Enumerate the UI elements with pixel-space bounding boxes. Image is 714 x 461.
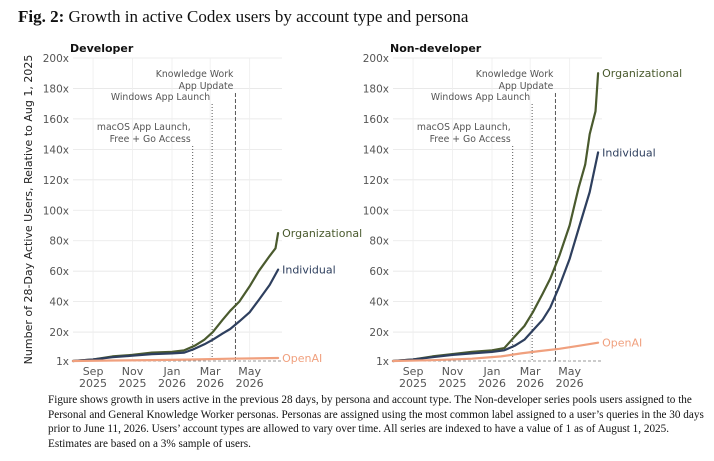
figure-label: Fig. 2: xyxy=(18,7,65,26)
non-developer-x-tick-label: 2026 xyxy=(516,377,544,390)
developer-x-tick-label: 2026 xyxy=(236,377,264,390)
non-developer-series-organizational-line xyxy=(391,72,600,363)
developer-event-label: Knowledge Work xyxy=(156,69,234,80)
non-developer-event-label: Windows App Launch xyxy=(431,92,530,103)
developer-y-tick-label: 180x xyxy=(43,83,69,95)
developer-x-tick-label: Sep xyxy=(83,365,104,378)
non-developer-y-tick-label: 1x xyxy=(376,356,389,368)
developer-series-openai-label: OpenAI xyxy=(282,352,322,365)
non-developer-x-tick-label: 2025 xyxy=(399,377,427,390)
developer-event-label: macOS App Launch, xyxy=(97,122,191,133)
figure-title-text: Growth in active Codex users by account … xyxy=(68,7,469,26)
developer-panel-title: Developer xyxy=(70,42,134,55)
developer-event-label: Free + Go Access xyxy=(110,134,191,145)
developer-series-individual-line xyxy=(71,268,280,363)
non-developer-panel-title: Non-developer xyxy=(390,42,482,55)
developer-x-tick-label: 2026 xyxy=(158,377,186,390)
developer-series-individual-label: Individual xyxy=(282,264,336,277)
non-developer-y-tick-label: 80x xyxy=(369,236,389,248)
developer-event-label: App Update xyxy=(179,81,234,92)
developer-x-tick-label: 2025 xyxy=(79,377,107,390)
non-developer-y-tick-label: 120x xyxy=(363,175,389,187)
non-developer-panel: Non-developer 1x 20x 40x 60x 80x 100x 120x 140x 1… xyxy=(363,42,683,390)
non-developer-y-tick-label: 40x xyxy=(369,297,389,309)
developer-y-tick-label: 80x xyxy=(49,236,69,248)
non-developer-series-openai-label: OpenAI xyxy=(602,337,642,350)
developer-panel: Developer 1x 20x 40x 60x 80x 100x 120x 140x 160x 1… xyxy=(22,42,362,390)
non-developer-y-tick-label: 160x xyxy=(363,114,389,126)
developer-x-tick-label: May xyxy=(238,365,261,378)
developer-series-organizational-label: Organizational xyxy=(282,227,362,240)
non-developer-x-tick-label: Nov xyxy=(442,365,464,378)
developer-x-tick-label: 2025 xyxy=(119,377,147,390)
non-developer-x-tick-label: 2025 xyxy=(439,377,467,390)
non-developer-x-tick-label: 2026 xyxy=(556,377,584,390)
developer-y-tick-label: 1x xyxy=(56,356,69,368)
developer-y-tick-label: 160x xyxy=(43,114,69,126)
non-developer-y-tick-label: 20x xyxy=(369,327,389,339)
non-developer-y-tick-label: 60x xyxy=(369,266,389,278)
non-developer-x-tick-label: Jan xyxy=(483,365,501,378)
non-developer-event-label: Free + Go Access xyxy=(430,134,511,145)
non-developer-series-individual-label: Individual xyxy=(602,146,656,159)
non-developer-y-tick-label: 180x xyxy=(363,83,389,95)
non-developer-y-tick-label: 140x xyxy=(363,144,389,156)
developer-series-organizational-line xyxy=(71,232,280,363)
non-developer-y-tick-label: 100x xyxy=(363,205,389,217)
non-developer-y-tick-label: 200x xyxy=(363,53,389,65)
non-developer-event-label: Knowledge Work xyxy=(476,69,554,80)
non-developer-x-tick-label: 2026 xyxy=(478,377,506,390)
developer-event-label: Windows App Launch xyxy=(111,92,210,103)
figure-caption: Figure shows growth in users active in t… xyxy=(48,394,704,450)
non-developer-x-tick-label: May xyxy=(558,365,581,378)
developer-x-tick-label: 2026 xyxy=(196,377,224,390)
figure-title: Fig. 2: Growth in active Codex users by … xyxy=(18,7,468,27)
developer-y-tick-label: 120x xyxy=(43,175,69,187)
non-developer-series-openai-line xyxy=(391,341,600,363)
developer-y-tick-label: 20x xyxy=(49,327,69,339)
chart-figure: Developer 1x 20x 40x 60x 80x 100x 120x 140x 160x 1… xyxy=(22,42,683,390)
developer-y-tick-label: 40x xyxy=(49,297,69,309)
developer-x-tick-label: Mar xyxy=(200,365,221,378)
non-developer-series-individual-line xyxy=(391,151,600,363)
developer-x-tick-label: Jan xyxy=(163,365,181,378)
non-developer-x-tick-label: Sep xyxy=(403,365,424,378)
developer-y-tick-label: 60x xyxy=(49,266,69,278)
y-axis-label: Number of 28-Day Active Users, Relative … xyxy=(22,55,35,365)
developer-y-tick-label: 100x xyxy=(43,205,69,217)
developer-y-tick-label: 140x xyxy=(43,144,69,156)
non-developer-event-label: macOS App Launch, xyxy=(417,122,511,133)
developer-y-tick-label: 200x xyxy=(43,53,69,65)
non-developer-series-organizational-label: Organizational xyxy=(602,67,682,80)
non-developer-event-label: App Update xyxy=(499,81,554,92)
developer-series-openai-line xyxy=(71,356,280,363)
developer-x-tick-label: Nov xyxy=(122,365,144,378)
non-developer-x-tick-label: Mar xyxy=(520,365,541,378)
